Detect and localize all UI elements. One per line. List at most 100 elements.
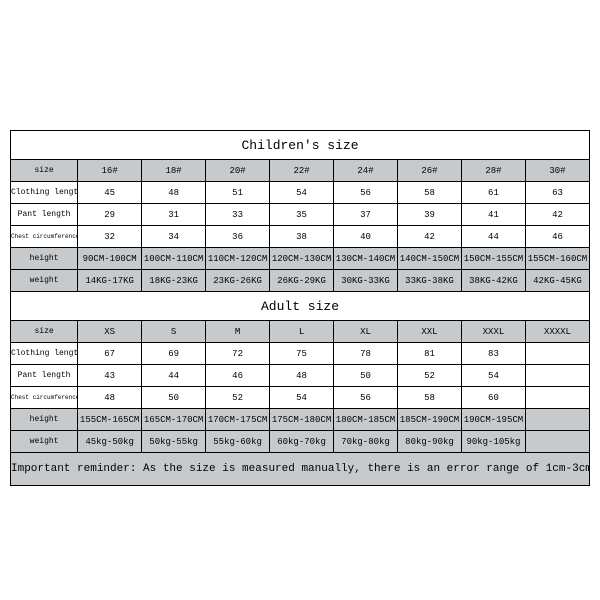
cell: 44 — [142, 365, 206, 387]
adult-clothing-row: Clothing length 67 69 72 75 78 81 83 — [11, 343, 590, 365]
cell: 58 — [398, 182, 462, 204]
cell: 33 — [206, 204, 270, 226]
cell: 80kg-90kg — [398, 431, 462, 453]
cell: 120CM-130CM — [270, 248, 334, 270]
cell: 26KG-29KG — [270, 270, 334, 292]
cell: 43 — [78, 365, 142, 387]
cell: 48 — [142, 182, 206, 204]
cell: 33KG-38KG — [398, 270, 462, 292]
adult-clothing-label: Clothing length — [11, 343, 78, 365]
adult-size-row: size XS S M L XL XXL XXXL XXXXL — [11, 321, 590, 343]
cell: 52 — [398, 365, 462, 387]
children-chest-label: Chest circumference 1/2 — [11, 226, 78, 248]
adult-weight-row: weight 45kg-50kg 50kg-55kg 55kg-60kg 60k… — [11, 431, 590, 453]
cell: 170CM-175CM — [206, 409, 270, 431]
children-clothing-row: Clothing length 45 48 51 54 56 58 61 63 — [11, 182, 590, 204]
children-height-row: height 90CM-100CM 100CM-110CM 110CM-120C… — [11, 248, 590, 270]
cell — [525, 409, 589, 431]
cell: 155CM-160CM — [525, 248, 589, 270]
cell: 29 — [78, 204, 142, 226]
cell: 23KG-26KG — [206, 270, 270, 292]
reminder-text: Important reminder: As the size is measu… — [11, 453, 590, 486]
adult-size-label: size — [11, 321, 78, 343]
cell: 180CM-185CM — [334, 409, 398, 431]
cell: 41 — [461, 204, 525, 226]
cell: 40 — [334, 226, 398, 248]
cell: XXXXL — [525, 321, 589, 343]
adult-chest-row: Chest circumference 1/2 48 50 52 54 56 5… — [11, 387, 590, 409]
cell: 50 — [334, 365, 398, 387]
children-chest-row: Chest circumference 1/2 32 34 36 38 40 4… — [11, 226, 590, 248]
cell: 60kg-70kg — [270, 431, 334, 453]
cell — [525, 365, 589, 387]
cell — [525, 431, 589, 453]
cell: 56 — [334, 182, 398, 204]
cell: 34 — [142, 226, 206, 248]
adult-chest-label: Chest circumference 1/2 — [11, 387, 78, 409]
children-pant-row: Pant length 29 31 33 35 37 39 41 42 — [11, 204, 590, 226]
cell: 90CM-100CM — [78, 248, 142, 270]
cell: L — [270, 321, 334, 343]
cell: 90kg-105kg — [461, 431, 525, 453]
cell: 30# — [525, 160, 589, 182]
cell: 42 — [525, 204, 589, 226]
cell: 46 — [206, 365, 270, 387]
adult-pant-label: Pant length — [11, 365, 78, 387]
children-pant-label: Pant length — [11, 204, 78, 226]
cell: 37 — [334, 204, 398, 226]
cell: 39 — [398, 204, 462, 226]
children-height-label: height — [11, 248, 78, 270]
adult-height-label: height — [11, 409, 78, 431]
cell: 38 — [270, 226, 334, 248]
cell: 54 — [461, 365, 525, 387]
cell: 28# — [461, 160, 525, 182]
cell: 22# — [270, 160, 334, 182]
cell: 56 — [334, 387, 398, 409]
adult-pant-row: Pant length 43 44 46 48 50 52 54 — [11, 365, 590, 387]
cell: 24# — [334, 160, 398, 182]
cell: 54 — [270, 387, 334, 409]
adult-title: Adult size — [11, 292, 590, 321]
cell: 18# — [142, 160, 206, 182]
cell: 185CM-190CM — [398, 409, 462, 431]
cell: 83 — [461, 343, 525, 365]
cell: 51 — [206, 182, 270, 204]
cell: 44 — [461, 226, 525, 248]
cell: 69 — [142, 343, 206, 365]
cell: 140CM-150CM — [398, 248, 462, 270]
cell: 75 — [270, 343, 334, 365]
cell: 67 — [78, 343, 142, 365]
cell: 150CM-155CM — [461, 248, 525, 270]
cell: XS — [78, 321, 142, 343]
adult-title-row: Adult size — [11, 292, 590, 321]
cell: 165CM-170CM — [142, 409, 206, 431]
cell: XXL — [398, 321, 462, 343]
cell: 16# — [78, 160, 142, 182]
cell: 54 — [270, 182, 334, 204]
cell: 78 — [334, 343, 398, 365]
cell: 61 — [461, 182, 525, 204]
cell: S — [142, 321, 206, 343]
cell: M — [206, 321, 270, 343]
cell: 35 — [270, 204, 334, 226]
cell: 32 — [78, 226, 142, 248]
children-clothing-label: Clothing length — [11, 182, 78, 204]
cell: 110CM-120CM — [206, 248, 270, 270]
adult-weight-label: weight — [11, 431, 78, 453]
cell: 52 — [206, 387, 270, 409]
children-size-label: size — [11, 160, 78, 182]
cell: 38KG-42KG — [461, 270, 525, 292]
cell: 30KG-33KG — [334, 270, 398, 292]
cell: XXXL — [461, 321, 525, 343]
cell: 18KG-23KG — [142, 270, 206, 292]
cell: 46 — [525, 226, 589, 248]
cell: 31 — [142, 204, 206, 226]
size-chart-table: Children's size size 16# 18# 20# 22# 24#… — [10, 130, 590, 486]
cell: 36 — [206, 226, 270, 248]
cell: 155CM-165CM — [78, 409, 142, 431]
cell: 100CM-110CM — [142, 248, 206, 270]
cell: 130CM-140CM — [334, 248, 398, 270]
cell: 190CM-195CM — [461, 409, 525, 431]
cell: 14KG-17KG — [78, 270, 142, 292]
cell: 45 — [78, 182, 142, 204]
